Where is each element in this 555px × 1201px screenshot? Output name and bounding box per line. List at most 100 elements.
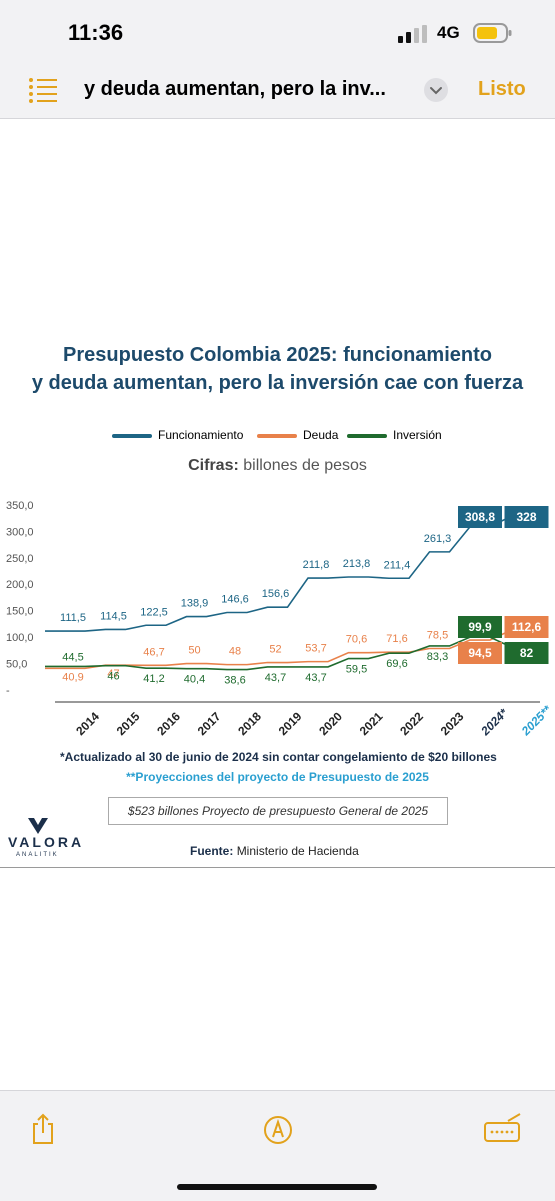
line-inversion (45, 636, 531, 671)
bottom-toolbar (0, 1090, 555, 1201)
value-box (504, 506, 549, 528)
value-box (504, 642, 549, 664)
chevron-down-icon[interactable] (424, 78, 448, 102)
data-label: 59,5 (346, 664, 367, 676)
data-label: 99,9 (468, 620, 492, 634)
note-actualizado: *Actualizado al 30 de junio de 2024 sin … (60, 750, 497, 764)
legend-label: Funcionamiento (158, 428, 244, 442)
line-funcionamiento (45, 515, 531, 632)
data-label: 138,9 (181, 598, 209, 610)
data-label: 48 (229, 646, 241, 658)
markup-pen-icon[interactable] (263, 1115, 293, 1145)
network-label: 4G (437, 23, 460, 42)
x-tick-label: 2015 (114, 709, 143, 738)
y-tick-label: - (6, 685, 10, 697)
legend-swatch (257, 433, 297, 438)
data-label: 328 (516, 510, 536, 524)
x-tick-label: 2023 (438, 709, 467, 738)
data-label: 41,2 (143, 673, 164, 685)
data-label: 211,4 (384, 559, 411, 571)
chart-title-line2: y deuda aumentan, pero la inversión cae … (31, 372, 524, 394)
legend-inversion: Inversión (347, 428, 442, 442)
data-label: 122,5 (140, 606, 168, 618)
data-label: 40,4 (184, 674, 205, 686)
data-label: 308,8 (465, 510, 495, 524)
value-box (458, 506, 502, 528)
legend-funcionamiento: Funcionamiento (112, 428, 243, 442)
y-tick-label: 100,0 (6, 632, 34, 644)
share-icon[interactable] (30, 1113, 56, 1145)
source-line: Fuente: Ministerio de Hacienda (190, 844, 359, 858)
source-label: Fuente: (190, 844, 234, 858)
data-label: 44,5 (62, 651, 83, 663)
units-prefix: Cifras: (188, 457, 239, 474)
x-tick-label: 2014 (73, 709, 102, 738)
legend-label: Deuda (303, 428, 339, 442)
x-tick-label: 2021 (357, 709, 386, 738)
data-label: 94,5 (468, 646, 492, 660)
x-tick-label: 2017 (195, 709, 224, 738)
budget-line-chart: 350,0 300,0 250,0 200,0 150,0 100,0 50,0 - 2014 2… (6, 500, 555, 739)
data-label: 43,7 (305, 672, 326, 684)
data-label: 70,6 (346, 634, 367, 646)
navigation-bar: y deuda aumentan, pero la inv... Listo (0, 60, 555, 119)
data-label: 82 (520, 646, 534, 660)
list-icon[interactable] (28, 77, 58, 103)
data-label: 47 (107, 668, 119, 680)
data-label: 50 (188, 645, 200, 657)
x-tick-label: 2025** (518, 702, 555, 739)
chart-title-line1: Presupuesto Colombia 2025: funcionamient… (63, 344, 492, 366)
legend-swatch (112, 433, 152, 438)
x-tick-label: 2022 (397, 709, 426, 738)
data-label: 213,8 (343, 558, 371, 570)
valora-logo-icon (28, 818, 48, 834)
legend-label: Inversión (393, 428, 442, 442)
value-box (504, 616, 549, 638)
x-tick-label: 2020 (316, 709, 345, 738)
divider (0, 867, 555, 868)
data-label: 46 (107, 671, 119, 683)
battery-icon (473, 23, 512, 43)
logo-subtitle: ANALITIK (16, 852, 59, 858)
y-tick-label: 250,0 (6, 553, 34, 565)
note-proyecciones: **Proyecciones del proyecto de Presupues… (126, 770, 429, 784)
data-label: 69,6 (386, 658, 407, 670)
line-deuda (45, 629, 531, 670)
data-label: 83,3 (427, 651, 448, 663)
source-text: Ministerio de Hacienda (236, 844, 359, 858)
data-label: 146,6 (221, 594, 249, 606)
data-label: 38,6 (224, 675, 245, 687)
keyboard-icon[interactable] (484, 1113, 524, 1143)
y-tick-label: 50,0 (6, 658, 27, 670)
document-title[interactable]: y deuda aumentan, pero la inv... (84, 78, 386, 100)
data-label: 156,6 (262, 588, 290, 600)
data-label: 46,7 (143, 646, 164, 658)
y-tick-label: 300,0 (6, 526, 34, 538)
x-tick-label: 2019 (276, 709, 305, 738)
x-tick-label: 2016 (154, 709, 183, 738)
home-indicator (177, 1184, 377, 1190)
x-tick-label: 2018 (235, 709, 264, 738)
signal-icon (398, 25, 427, 43)
budget-total-box: $523 billones Proyecto de presupuesto Ge… (108, 797, 448, 825)
units-text: billones de pesos (243, 457, 367, 474)
data-label: 112,6 (512, 620, 542, 634)
y-tick-label: 150,0 (6, 606, 34, 618)
legend-swatch (347, 433, 387, 438)
data-label: 114,5 (100, 610, 127, 622)
clock: 11:36 (68, 20, 124, 45)
y-tick-label: 350,0 (6, 500, 34, 512)
data-label: 43,7 (265, 672, 286, 684)
data-label: 52 (269, 644, 281, 656)
data-label: 53,7 (305, 643, 326, 655)
done-button[interactable]: Listo (478, 78, 526, 100)
data-label: 71,6 (386, 633, 407, 645)
status-bar: 11:36 4G (0, 0, 555, 60)
data-label: 211,8 (303, 559, 330, 571)
data-label: 111,5 (60, 612, 86, 624)
value-box (458, 642, 502, 664)
data-label: 78,5 (427, 630, 448, 642)
units-label: Cifras: billones de pesos (0, 457, 555, 475)
value-box (458, 616, 502, 638)
logo-name: VALORA (8, 834, 85, 850)
